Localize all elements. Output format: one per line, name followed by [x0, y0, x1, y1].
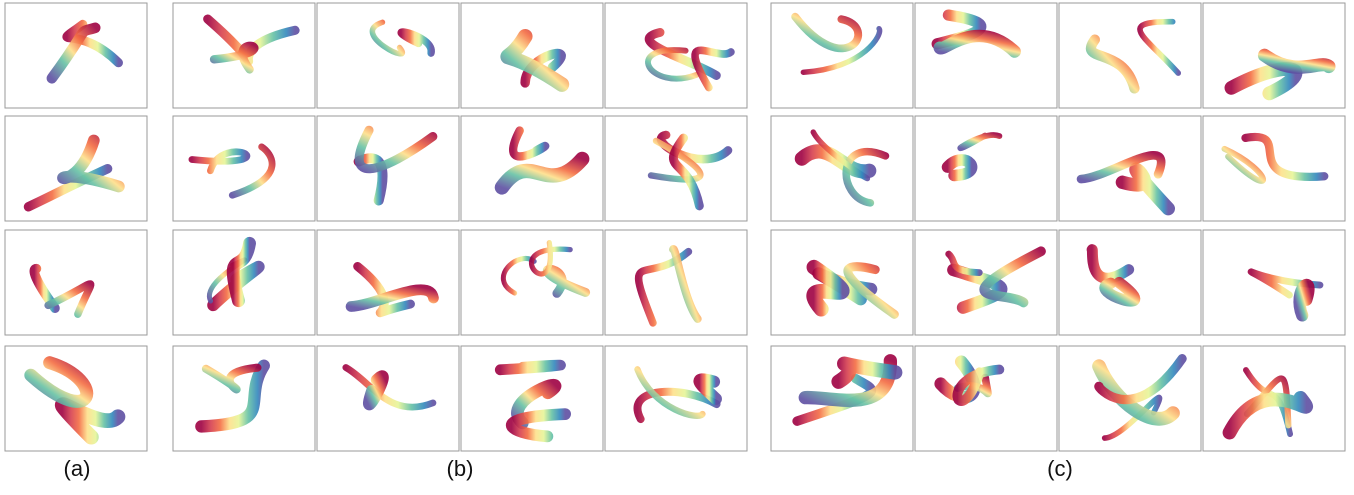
- panel-frame: [914, 115, 1058, 222]
- manifold-stroke: [188, 148, 251, 175]
- manifold-stroke: [209, 41, 259, 74]
- manifold-stroke: [691, 46, 735, 92]
- panel-label: (c): [1047, 456, 1073, 481]
- manifold-stroke: [693, 373, 722, 405]
- panel-frame: [316, 2, 460, 109]
- manifold-stroke: [941, 154, 978, 182]
- manifold-stroke: [1092, 359, 1180, 426]
- manifold-stroke: [645, 47, 700, 82]
- manifold-stroke: [46, 22, 101, 84]
- manifold-stroke: [669, 133, 704, 211]
- manifold-stroke: [1247, 268, 1324, 299]
- manifold-stroke: [520, 48, 566, 88]
- manifold-stroke: [842, 147, 890, 207]
- manifold-stroke: [494, 359, 566, 376]
- manifold-stroke: [1241, 132, 1329, 181]
- manifold-stroke: [1137, 18, 1182, 76]
- manifold-stroke: [62, 19, 123, 68]
- manifold-stroke: [1094, 354, 1187, 405]
- manifold-stroke: [345, 284, 439, 312]
- manifold-stroke: [1293, 278, 1315, 322]
- manifold-stroke: [500, 29, 570, 92]
- manifold-stroke: [1257, 48, 1336, 74]
- manifold-stroke: [24, 356, 94, 408]
- manifold-stroke: [397, 28, 435, 57]
- manifold-stroke: [195, 359, 270, 433]
- manifold-stroke: [528, 240, 573, 277]
- panel-label: (a): [64, 456, 91, 481]
- manifold-stroke: [1221, 145, 1266, 184]
- manifold-stroke: [207, 260, 265, 312]
- manifold-stroke: [957, 132, 1003, 152]
- manifold-stroke: [843, 262, 899, 319]
- panel-frame: [4, 2, 148, 109]
- panel-frame: [604, 229, 748, 336]
- manifold-stroke: [800, 25, 883, 75]
- manifold-stroke: [979, 246, 1046, 308]
- manifold-stroke: [831, 356, 903, 389]
- manifold-stroke: [1076, 150, 1166, 184]
- panel-frame: [172, 115, 316, 222]
- panel-label: (b): [447, 456, 474, 481]
- panel-frame: [460, 229, 604, 336]
- manifold-stroke: [1115, 162, 1176, 216]
- panel-frame: [172, 345, 316, 452]
- manifold-stroke: [669, 245, 702, 323]
- manifold-stroke: [1222, 390, 1313, 440]
- manifold-stroke: [506, 408, 572, 443]
- manifold-stroke: [1085, 34, 1140, 94]
- manifold-stroke: [500, 256, 537, 296]
- panel-frame: [1058, 2, 1202, 109]
- panel-frame: [914, 345, 1058, 452]
- manifold-stroke: [634, 366, 706, 419]
- manifold-stroke: [342, 364, 437, 411]
- panel-frame: [316, 229, 460, 336]
- manifold-stroke: [228, 143, 276, 199]
- manifold-stroke: [201, 363, 262, 394]
- manifold-stroke: [791, 12, 863, 53]
- manifold-stroke: [54, 397, 126, 445]
- manifold-stroke: [354, 125, 438, 174]
- manifold-stroke: [810, 129, 871, 182]
- panel-frame: [460, 2, 604, 109]
- panel-frame: [914, 2, 1058, 109]
- manifold-stroke: [226, 236, 256, 308]
- manifold-stroke: [1101, 394, 1163, 441]
- manifold-stroke: [945, 250, 983, 276]
- manifold-stroke: [952, 364, 1005, 406]
- panel-frame: [1058, 229, 1202, 336]
- manifold-stroke: [1099, 276, 1141, 307]
- manifold-stroke: [933, 29, 1021, 58]
- manifold-stroke: [363, 370, 389, 411]
- panel-frame: [4, 229, 148, 336]
- manifold-stroke: [369, 19, 405, 57]
- panel-frame: [316, 345, 460, 452]
- manifold-stroke: [509, 126, 550, 161]
- manifold-stroke: [633, 387, 721, 424]
- panel-frame: [604, 345, 748, 452]
- manifold-stroke: [494, 151, 590, 195]
- manifold-stroke: [353, 261, 415, 318]
- manifold-stroke: [1086, 244, 1135, 284]
- manifold-stroke: [57, 134, 125, 193]
- manifold-stroke: [44, 280, 95, 318]
- manifold-stroke: [806, 259, 850, 317]
